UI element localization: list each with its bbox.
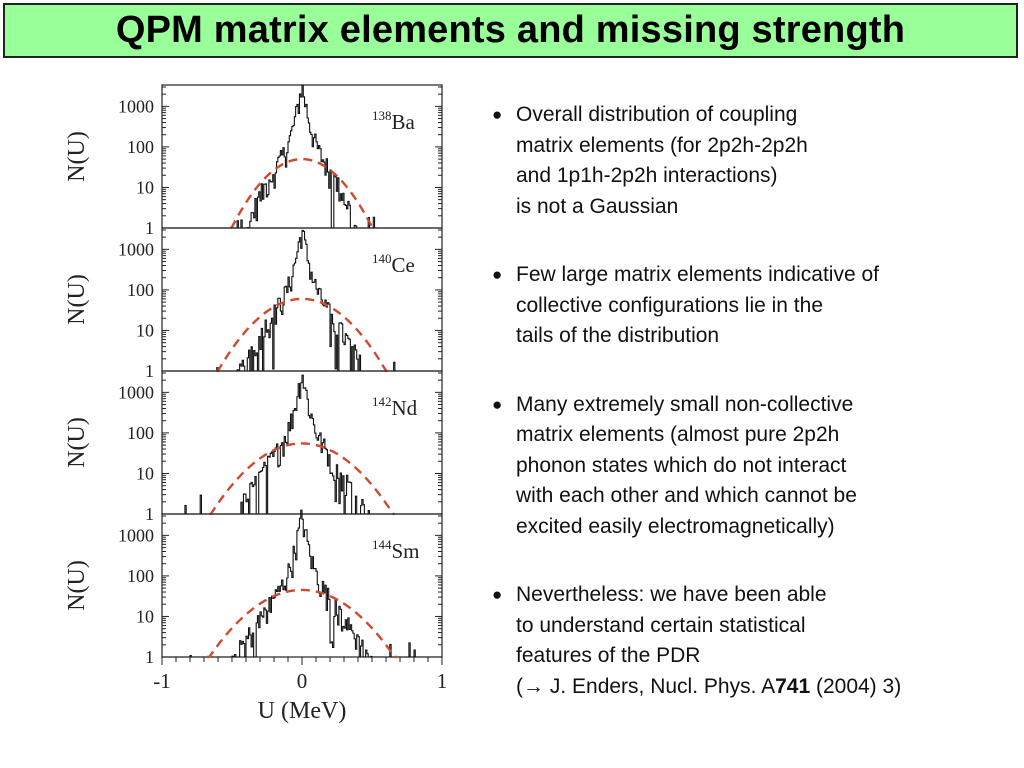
histogram-line: [162, 84, 442, 229]
bullet-line: phonon states which do not interact: [516, 453, 847, 477]
gaussian-fit-line: [216, 297, 388, 373]
y-tick-label: 10: [136, 606, 154, 626]
bullet-line: is not a Gaussian: [516, 194, 679, 218]
nucleus-label: 140Ce: [372, 251, 415, 277]
nucleus-label: 138Ba: [372, 108, 416, 134]
bullet-dot-icon: ●: [492, 265, 503, 284]
y-tick-label: 100: [127, 423, 154, 443]
y-tick-label: 1000: [118, 96, 154, 116]
mass-number: 140: [372, 251, 392, 266]
element-symbol: Sm: [392, 539, 420, 563]
reference-open: (: [516, 674, 523, 698]
reference-line: (→ J. Enders, Nucl. Phys. A741 (2004) 3): [516, 672, 1008, 703]
histogram-panel: 1 10 100 1000 N(U) 144Sm: [64, 509, 443, 667]
mass-number: 138: [372, 108, 392, 123]
bullet-line: Many extremely small non-collective: [516, 392, 854, 416]
bullet-line: to understand certain statistical: [516, 613, 806, 637]
element-symbol: Ce: [392, 253, 415, 277]
bullet-line: matrix elements (for 2p2h-2p2h: [516, 133, 808, 157]
bullet-line: tails of the distribution: [516, 324, 720, 347]
mass-number: 144: [372, 537, 392, 552]
y-tick-label: 1: [145, 361, 154, 381]
element-symbol: Ba: [392, 110, 416, 134]
bullet-dot-icon: ●: [492, 394, 503, 414]
histogram-line: [162, 509, 442, 658]
y-tick-label: 100: [127, 566, 154, 586]
bullet-line: Overall distribution of coupling: [516, 103, 798, 126]
bullet-line: and 1p1h-2p2h interactions): [516, 164, 778, 187]
bullet-line: Nevertheless: we have been able: [516, 583, 827, 606]
y-axis-label: N(U): [64, 417, 90, 468]
bullet-dot-icon: ●: [492, 585, 503, 604]
y-axis-label: N(U): [64, 274, 90, 325]
y-tick-label: 10: [136, 177, 154, 197]
histogram-figure: 1101001000N(U)138Ba1101001000N(U)140Ce11…: [64, 84, 448, 724]
bullet-item: ● Nevertheless: we have been able to und…: [488, 580, 1008, 702]
y-tick-label: 100: [127, 280, 154, 300]
gaussian-fit-line: [209, 442, 395, 516]
y-tick-label: 1000: [118, 525, 154, 545]
bullet-line: collective configurations lie in the: [516, 293, 824, 317]
element-symbol: Nd: [392, 396, 418, 420]
y-axis-label: N(U): [64, 560, 90, 611]
title-bar: QPM matrix elements and missing strength: [3, 3, 1018, 58]
reference-text: J. Enders, Nucl. Phys. A: [544, 674, 776, 698]
y-tick-label: 1000: [118, 239, 154, 259]
histogram-panel: 1 10 100 1000 N(U) 140Ce: [64, 227, 443, 381]
y-tick-label: 1: [145, 504, 154, 524]
bullet-line: with each other and which cannot be: [516, 484, 857, 507]
bullet-line: Few large matrix elements indicative of: [516, 263, 879, 286]
arrow-icon: →: [523, 674, 544, 698]
bullet-item: ● Many extremely small non-collective ma…: [488, 390, 1008, 543]
nucleus-label: 144Sm: [372, 537, 420, 563]
y-tick-label: 100: [127, 137, 154, 157]
nucleus-label: 142Nd: [372, 394, 418, 420]
reference-volume: 741: [775, 674, 811, 698]
y-tick-label: 10: [136, 320, 154, 340]
histogram-line: [162, 229, 442, 372]
y-tick-label: 1: [145, 647, 154, 667]
bullet-item: ● Few large matrix elements indicative o…: [488, 260, 1008, 352]
panel-frame: [161, 227, 443, 372]
x-tick-label: -1: [153, 669, 171, 693]
reference-rest: (2004) 3): [810, 674, 902, 698]
histogram-panel: 1 10 100 1000 N(U) 142Nd: [64, 370, 443, 524]
panel-frame: [161, 84, 443, 229]
x-tick-label: 1: [437, 669, 448, 693]
slide-title: QPM matrix elements and missing strength: [115, 9, 906, 51]
histogram-panel: 1 10 100 1000 N(U) 138Ba: [64, 84, 443, 238]
y-tick-label: 10: [136, 463, 154, 483]
y-tick-label: 1: [145, 218, 154, 238]
bullet-line: matrix elements (almost pure 2p2h: [516, 423, 840, 446]
gaussian-fit-line: [206, 588, 398, 659]
y-tick-label: 1000: [118, 382, 154, 402]
mass-number: 142: [372, 394, 392, 409]
bullet-list: ● Overall distribution of coupling matri…: [488, 100, 1008, 740]
bullet-dot-icon: ●: [492, 105, 503, 124]
x-tick-label: 0: [297, 669, 308, 693]
y-axis-label: N(U): [64, 131, 90, 182]
gaussian-fit-line: [229, 157, 375, 229]
bullet-line: features of the PDR: [516, 644, 701, 667]
bullet-line: excited easily electromagnetically): [516, 514, 835, 538]
bullet-item: ● Overall distribution of coupling matri…: [488, 100, 1008, 222]
x-axis-label: U (MeV): [258, 698, 347, 724]
panel-frame: [161, 513, 443, 658]
